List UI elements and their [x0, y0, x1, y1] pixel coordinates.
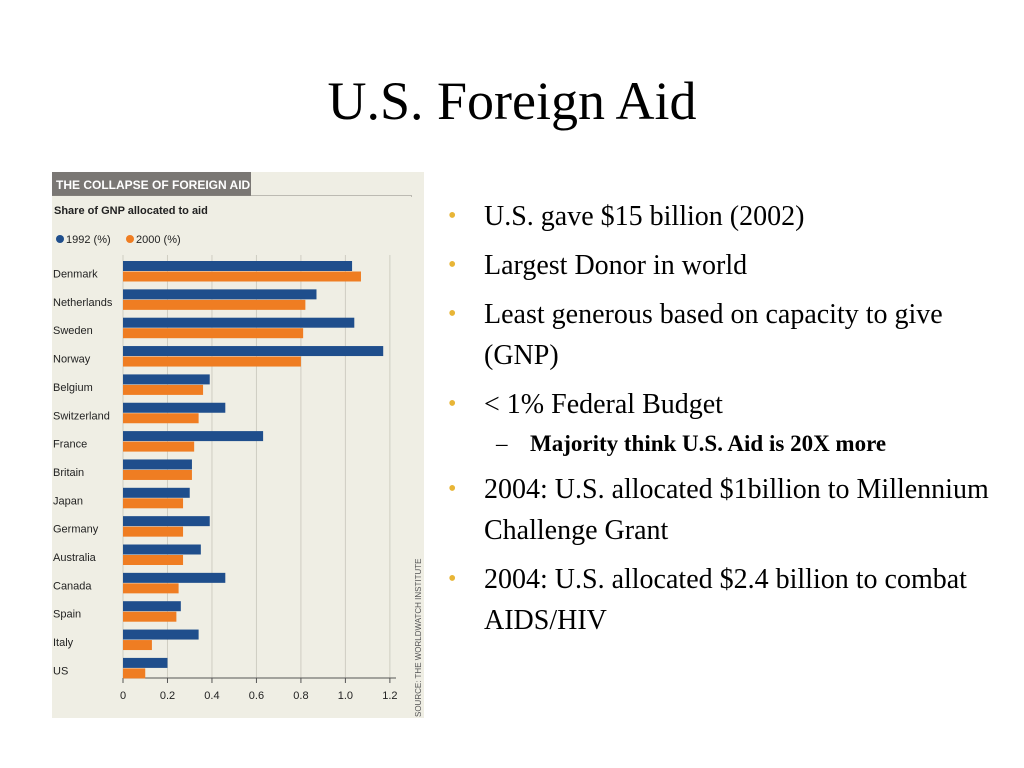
bar	[123, 544, 201, 555]
bar	[123, 459, 192, 470]
category-label: Belgium	[53, 382, 93, 394]
bar	[123, 413, 199, 424]
category-label: Germany	[53, 524, 99, 536]
category-label: US	[53, 665, 68, 677]
x-tick-label: 1.0	[338, 690, 353, 702]
sub-bullet-item: Majority think U.S. Aid is 20X more	[448, 429, 1008, 459]
bar	[123, 271, 361, 282]
category-label: Norway	[53, 354, 91, 366]
category-label: Italy	[53, 637, 74, 649]
source-note: SOURCE: THE WORLDWATCH INSTITUTE	[414, 558, 423, 717]
bullet-item: 2004: U.S. allocated $2.4 billion to com…	[448, 559, 1008, 641]
category-label: Britain	[53, 467, 84, 479]
bullet-item: < 1% Federal Budget	[448, 384, 1008, 425]
bar	[123, 516, 210, 527]
bar	[123, 299, 306, 310]
bullet-item: Largest Donor in world	[448, 245, 1008, 286]
legend-marker	[126, 235, 134, 243]
bar	[123, 657, 168, 668]
bar	[123, 356, 301, 367]
bar	[123, 469, 192, 480]
bullet-item: 2004: U.S. allocated $1billion to Millen…	[448, 469, 1008, 551]
bullet-list: U.S. gave $15 billion (2002) Largest Don…	[448, 196, 1008, 649]
bar	[123, 668, 146, 679]
x-tick-label: 0.2	[160, 690, 175, 702]
bar	[123, 487, 190, 498]
bar	[123, 583, 179, 594]
bar	[123, 526, 184, 537]
legend-label: 1992 (%)	[66, 234, 111, 246]
bullet-item: U.S. gave $15 billion (2002)	[448, 196, 1008, 237]
x-tick-label: 0	[120, 690, 126, 702]
bar	[123, 555, 184, 565]
category-label: France	[53, 439, 87, 451]
chart-header: THE COLLAPSE OF FOREIGN AID	[56, 178, 251, 192]
chart-figure: THE COLLAPSE OF FOREIGN AID Share of GNP …	[52, 172, 424, 718]
bar	[123, 374, 210, 385]
x-tick-label: 1.2	[382, 690, 397, 702]
bar	[123, 629, 199, 640]
legend-marker	[56, 235, 64, 243]
bar	[123, 346, 384, 357]
chart-header-band	[52, 172, 251, 196]
bar	[123, 611, 177, 622]
bar	[123, 441, 195, 452]
bar	[123, 601, 181, 612]
category-label: Japan	[53, 495, 83, 507]
legend-label: 2000 (%)	[136, 234, 181, 246]
x-tick-label: 0.4	[204, 690, 219, 702]
bullet-item: Least generous based on capacity to give…	[448, 294, 1008, 376]
category-label: Canada	[53, 580, 92, 592]
bar-chart: THE COLLAPSE OF FOREIGN AID Share of GNP …	[52, 172, 423, 718]
bar	[123, 640, 152, 651]
category-label: Australia	[53, 552, 97, 564]
bar	[123, 384, 204, 395]
bar	[123, 289, 317, 300]
category-label: Sweden	[53, 325, 93, 337]
bar	[123, 328, 304, 339]
bar	[123, 431, 264, 442]
category-label: Netherlands	[53, 297, 113, 309]
chart-title: Share of GNP allocated to aid	[54, 205, 208, 217]
x-tick-label: 0.8	[293, 690, 308, 702]
category-label: Switzerland	[53, 410, 110, 422]
category-label: Denmark	[53, 269, 98, 281]
bar	[123, 402, 226, 413]
bar	[123, 498, 184, 509]
slide-title: U.S. Foreign Aid	[327, 71, 697, 131]
plot-panel	[52, 196, 411, 718]
bar	[123, 317, 355, 328]
bar	[123, 261, 353, 271]
category-label: Spain	[53, 609, 81, 621]
x-tick-label: 0.6	[249, 690, 264, 702]
bar	[123, 572, 226, 583]
